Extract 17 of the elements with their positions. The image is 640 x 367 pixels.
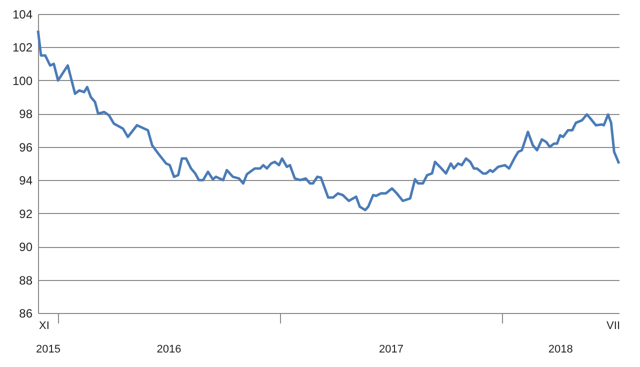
y-tick-label: 98 — [19, 107, 33, 122]
line-series — [36, 29, 620, 212]
y-tick-label: 86 — [19, 306, 33, 320]
y-tick-label: 88 — [19, 273, 33, 288]
text: VII — [606, 320, 620, 332]
y-tick-label: 96 — [19, 140, 33, 154]
x-tick-label: 2016 — [156, 344, 182, 356]
y-tick-label: 90 — [19, 240, 33, 254]
y-tick-label: 94 — [19, 174, 33, 188]
y-tick-label: 100 — [12, 74, 33, 88]
text: XI — [39, 320, 50, 332]
y-tick-label: 102 — [12, 40, 33, 55]
y-tick-label: 104 — [12, 8, 33, 22]
y-tick-label: 92 — [19, 206, 33, 221]
x-tick-label: 2017 — [378, 344, 404, 356]
x-tick-label: 2015 — [36, 344, 60, 356]
x-tick-label: 2018 — [548, 344, 573, 356]
